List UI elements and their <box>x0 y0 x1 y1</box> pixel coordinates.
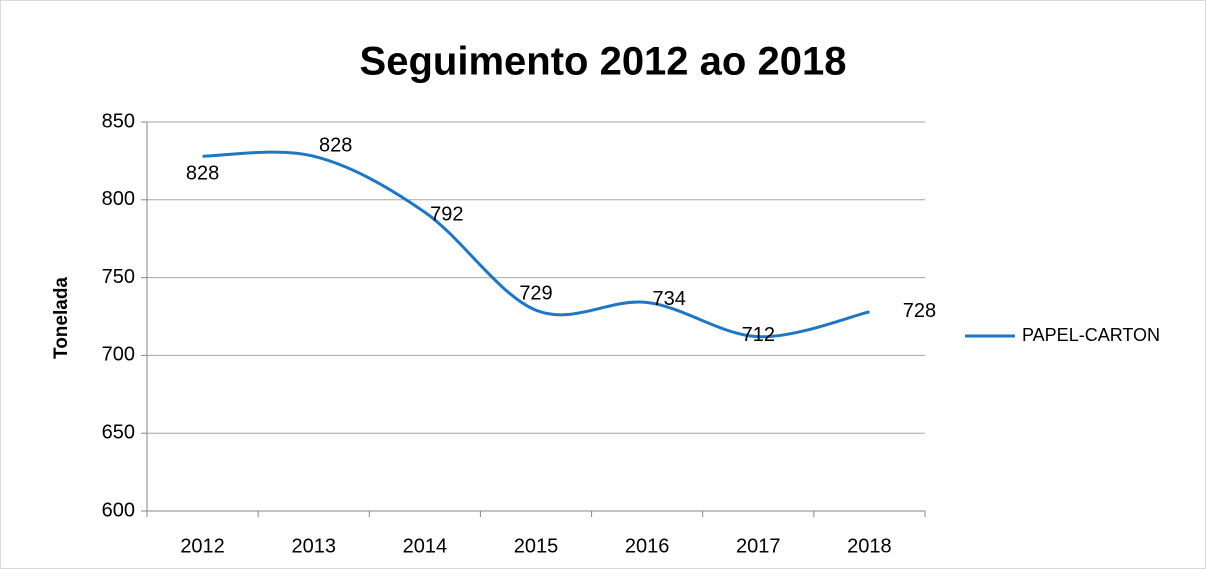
x-tick-label: 2013 <box>291 535 336 557</box>
x-tick-label: 2016 <box>625 535 670 557</box>
x-tick-label: 2018 <box>847 535 892 557</box>
y-tick-label: 750 <box>102 266 135 288</box>
legend-label: PAPEL-CARTON <box>1022 325 1160 345</box>
x-tick-label: 2014 <box>403 535 448 557</box>
data-line <box>202 150 870 339</box>
data-label: 728 <box>903 300 936 322</box>
y-tick-label: 850 <box>102 110 135 132</box>
data-label: 729 <box>519 283 552 305</box>
x-tick-label: 2012 <box>180 535 225 557</box>
data-label: 712 <box>742 324 775 346</box>
y-tick-label: 650 <box>102 421 135 443</box>
data-label: 828 <box>186 163 219 185</box>
chart-title: Seguimento 2012 ao 2018 <box>360 40 847 84</box>
data-label: 828 <box>319 135 352 157</box>
x-tick-label: 2017 <box>736 535 781 557</box>
y-tick-label: 800 <box>102 188 135 210</box>
data-label: 792 <box>430 204 463 226</box>
data-label: 734 <box>652 288 685 310</box>
x-tick-label: 2015 <box>514 535 559 557</box>
y-tick-label: 700 <box>102 344 135 366</box>
y-tick-label: 600 <box>102 499 135 521</box>
y-axis-title: Tonelada <box>51 277 72 359</box>
